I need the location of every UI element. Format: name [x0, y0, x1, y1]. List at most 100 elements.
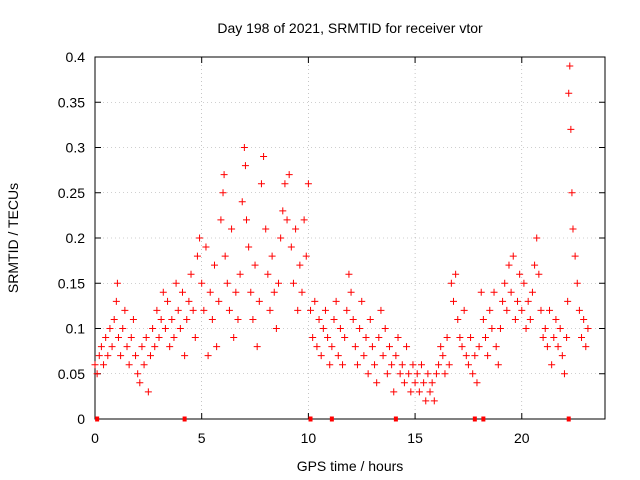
- data-point: [358, 297, 366, 305]
- data-point: [298, 288, 306, 296]
- data-point: [176, 325, 184, 332]
- data-points: [91, 62, 592, 405]
- data-point: [146, 352, 154, 360]
- data-point: [206, 288, 214, 296]
- data-point: [223, 279, 231, 287]
- data-point: [528, 288, 536, 296]
- data-point: [520, 279, 528, 287]
- data-point: [178, 288, 186, 296]
- data-point: [469, 370, 477, 378]
- data-point: [113, 279, 121, 287]
- y-tick-label: 0.4: [66, 49, 86, 65]
- data-point: [360, 352, 368, 360]
- data-point: [164, 297, 172, 305]
- data-point: [234, 315, 242, 323]
- data-point: [490, 288, 498, 296]
- data-point: [407, 388, 415, 396]
- data-point: [351, 343, 359, 351]
- data-point: [268, 252, 276, 260]
- data-point: [388, 361, 396, 369]
- data-point: [516, 270, 524, 278]
- data-point: [452, 270, 460, 278]
- data-point: [447, 279, 455, 287]
- data-point: [309, 334, 317, 342]
- data-point: [140, 361, 148, 369]
- y-tick-label: 0: [77, 411, 85, 427]
- data-point: [356, 325, 364, 332]
- data-point: [499, 297, 507, 305]
- data-point: [307, 306, 315, 314]
- gap-marker: [566, 416, 571, 422]
- data-point: [317, 352, 325, 360]
- data-point: [119, 325, 127, 332]
- data-point: [326, 361, 334, 369]
- data-point: [560, 370, 568, 378]
- data-point: [543, 343, 551, 351]
- data-point: [471, 352, 479, 360]
- data-point: [255, 297, 263, 305]
- data-point: [422, 397, 430, 405]
- data-point: [362, 334, 370, 342]
- data-point: [552, 315, 560, 323]
- data-point: [129, 315, 137, 323]
- data-point: [556, 325, 564, 332]
- gap-markers: [95, 416, 571, 422]
- data-point: [345, 270, 353, 278]
- data-point: [417, 361, 425, 369]
- x-tick-label: 20: [514, 430, 530, 446]
- data-point: [123, 343, 131, 351]
- gap-marker: [472, 416, 477, 422]
- data-point: [396, 370, 404, 378]
- data-point: [507, 288, 515, 296]
- data-point: [573, 279, 581, 287]
- data-point: [264, 270, 272, 278]
- gap-marker: [481, 416, 486, 422]
- data-point: [110, 315, 118, 323]
- data-point: [220, 171, 228, 179]
- y-tick-label: 0.2: [66, 230, 86, 246]
- data-point: [304, 180, 312, 188]
- data-point: [270, 288, 278, 296]
- data-point: [385, 343, 393, 351]
- data-point: [296, 261, 304, 269]
- data-point: [511, 315, 519, 323]
- data-point: [249, 315, 257, 323]
- data-point: [558, 352, 566, 360]
- data-point: [437, 343, 445, 351]
- data-point: [377, 306, 385, 314]
- data-point: [467, 334, 475, 342]
- data-point: [262, 225, 270, 233]
- data-point: [302, 252, 310, 260]
- data-point: [462, 352, 470, 360]
- x-tick-label: 5: [198, 430, 206, 446]
- data-point: [503, 306, 511, 314]
- data-point: [403, 343, 411, 351]
- data-point: [364, 370, 372, 378]
- data-point: [104, 352, 112, 360]
- data-point: [548, 361, 556, 369]
- data-point: [420, 379, 428, 387]
- data-point: [341, 334, 349, 342]
- data-point: [584, 325, 592, 332]
- data-point: [546, 306, 554, 314]
- data-point: [114, 334, 122, 342]
- data-point: [460, 306, 468, 314]
- data-point: [97, 343, 105, 351]
- data-point: [245, 243, 253, 251]
- data-point: [228, 225, 236, 233]
- data-point: [488, 325, 496, 332]
- data-point: [198, 279, 206, 287]
- data-point: [281, 180, 289, 188]
- data-point: [93, 370, 101, 378]
- data-point: [449, 297, 457, 305]
- data-point: [127, 334, 135, 342]
- data-point: [537, 306, 545, 314]
- data-point: [151, 343, 159, 351]
- data-point: [106, 325, 114, 332]
- data-point: [430, 397, 438, 405]
- data-point: [522, 325, 530, 332]
- data-point: [554, 343, 562, 351]
- gap-marker: [182, 416, 187, 422]
- chart-title: Day 198 of 2021, SRMTID for receiver vto…: [217, 20, 483, 36]
- data-point: [426, 388, 434, 396]
